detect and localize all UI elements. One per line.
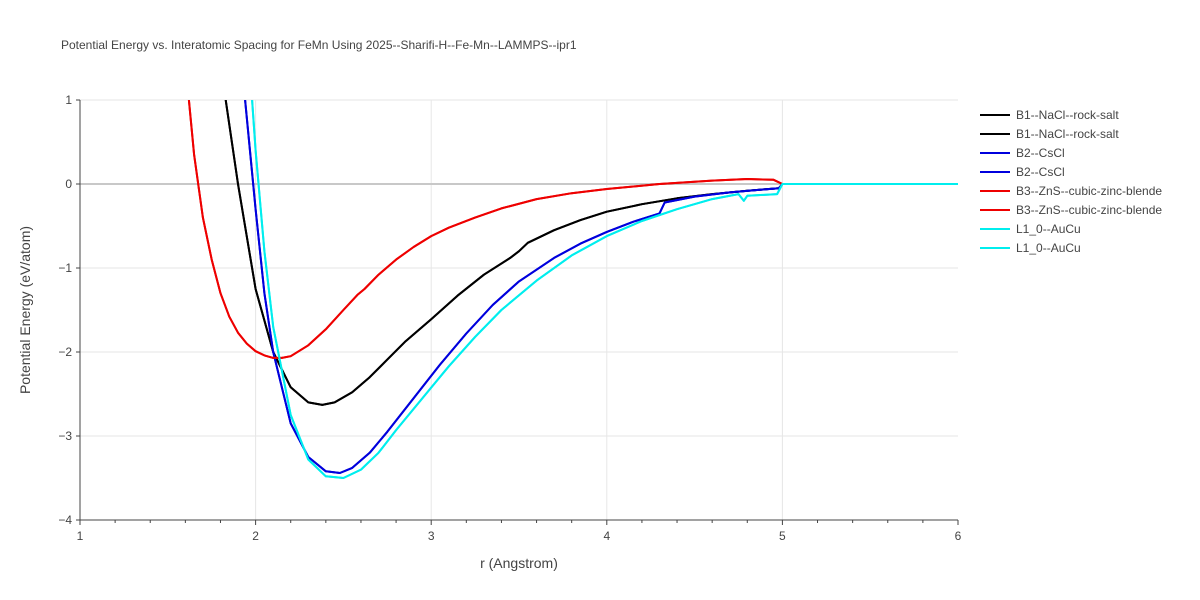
legend-swatch bbox=[980, 151, 1010, 154]
legend-item[interactable]: B2--CsCl bbox=[980, 162, 1162, 181]
legend-swatch bbox=[980, 132, 1010, 135]
legend-item[interactable]: B1--NaCl--rock-salt bbox=[980, 124, 1162, 143]
legend-label: B3--ZnS--cubic-zinc-blende bbox=[1016, 202, 1163, 217]
legend-item[interactable]: L1_0--AuCu bbox=[980, 238, 1162, 257]
series-line-0[interactable] bbox=[224, 100, 958, 406]
legend-swatch bbox=[980, 208, 1010, 211]
legend-label: L1_0--AuCu bbox=[1016, 240, 1081, 255]
x-axis-label: r (Angstrom) bbox=[480, 555, 558, 571]
x-tick-label: 1 bbox=[77, 529, 84, 543]
legend-label: L1_0--AuCu bbox=[1016, 221, 1081, 236]
legend-label: B3--ZnS--cubic-zinc-blende bbox=[1016, 183, 1163, 198]
legend-item[interactable]: B1--NaCl--rock-salt bbox=[980, 105, 1162, 124]
y-tick-label: 0 bbox=[65, 177, 72, 191]
legend-label: B2--CsCl bbox=[1016, 145, 1065, 160]
series-line-6[interactable] bbox=[251, 100, 958, 479]
series-line-4[interactable] bbox=[187, 100, 958, 359]
x-tick-label: 3 bbox=[428, 529, 435, 543]
y-axis-label: Potential Energy (eV/atom) bbox=[17, 226, 33, 394]
series-layer bbox=[187, 100, 958, 479]
chart-title: Potential Energy vs. Interatomic Spacing… bbox=[61, 38, 577, 52]
legend-item[interactable]: B3--ZnS--cubic-zinc-blende bbox=[980, 200, 1162, 219]
legend-item[interactable]: B3--ZnS--cubic-zinc-blende bbox=[980, 181, 1162, 200]
legend-swatch bbox=[980, 113, 1010, 116]
legend-label: B2--CsCl bbox=[1016, 164, 1065, 179]
legend-item[interactable]: B2--CsCl bbox=[980, 143, 1162, 162]
legend-label: B1--NaCl--rock-salt bbox=[1016, 107, 1119, 122]
legend: B1--NaCl--rock-salt B1--NaCl--rock-salt B2… bbox=[980, 105, 1162, 257]
x-tick-label: 5 bbox=[779, 529, 786, 543]
y-tick-label: −1 bbox=[58, 261, 72, 275]
x-tick-label: 6 bbox=[955, 529, 962, 543]
series-line-5[interactable] bbox=[187, 100, 958, 359]
x-tick-label: 4 bbox=[603, 529, 610, 543]
y-tick-label: −3 bbox=[58, 429, 72, 443]
series-line-7[interactable] bbox=[251, 100, 958, 479]
legend-label: B1--NaCl--rock-salt bbox=[1016, 126, 1119, 141]
legend-swatch bbox=[980, 189, 1010, 192]
x-tick-label: 2 bbox=[252, 529, 259, 543]
axes: 1 2 3 4 5 6 −4 −3 −2 −1 0 1 bbox=[58, 93, 961, 543]
y-tick-label: 1 bbox=[65, 93, 72, 107]
series-line-3[interactable] bbox=[244, 100, 958, 474]
legend-item[interactable]: L1_0--AuCu bbox=[980, 219, 1162, 238]
y-tick-label: −2 bbox=[58, 345, 72, 359]
legend-swatch bbox=[980, 227, 1010, 230]
series-line-1[interactable] bbox=[224, 100, 958, 406]
series-line-2[interactable] bbox=[244, 100, 958, 474]
legend-swatch bbox=[980, 170, 1010, 173]
y-tick-label: −4 bbox=[58, 513, 72, 527]
grid-lines bbox=[80, 99, 958, 520]
legend-swatch bbox=[980, 246, 1010, 249]
